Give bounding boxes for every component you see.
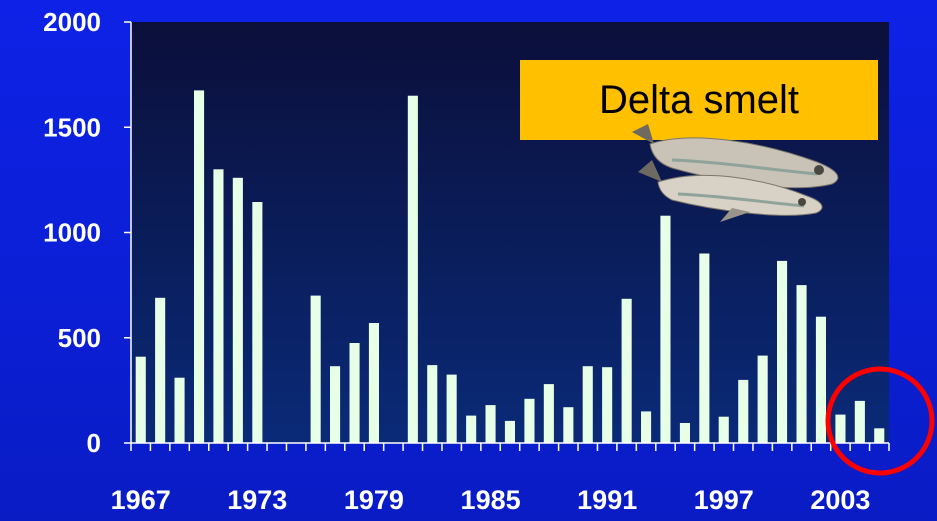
bar-1973 xyxy=(252,202,263,443)
bar-1985 xyxy=(485,405,496,443)
x-tick-label: 1985 xyxy=(461,485,521,515)
bar-1997 xyxy=(718,416,729,443)
bar-1993 xyxy=(641,411,652,443)
bar-1979 xyxy=(368,323,379,443)
bar-1994 xyxy=(660,215,671,443)
bar-1987 xyxy=(524,398,535,443)
bar-1988 xyxy=(543,384,554,443)
x-tick-label: 2003 xyxy=(810,485,870,515)
bar-1995 xyxy=(679,423,690,443)
bar-2000 xyxy=(777,260,788,443)
bar-2003 xyxy=(835,414,846,443)
y-tick-label: 0 xyxy=(87,428,101,458)
bar-2001 xyxy=(796,285,807,443)
bar-1978 xyxy=(349,343,360,443)
bar-2002 xyxy=(815,316,826,443)
bar-2004 xyxy=(854,400,865,443)
bar-1986 xyxy=(504,420,515,443)
bar-1976 xyxy=(310,295,321,443)
bar-1992 xyxy=(621,298,632,443)
bar-1990 xyxy=(582,366,593,443)
species-label: Delta smelt xyxy=(520,60,878,140)
bar-2005 xyxy=(874,428,885,443)
y-tick-label: 500 xyxy=(58,323,101,353)
bar-1983 xyxy=(446,374,457,443)
x-tick-label: 1997 xyxy=(694,485,754,515)
bar-1981 xyxy=(407,95,418,443)
bar-1968 xyxy=(155,297,166,443)
bar-1969 xyxy=(174,377,185,443)
bar-1971 xyxy=(213,169,224,444)
bar-1977 xyxy=(330,366,341,443)
x-tick-label: 1973 xyxy=(227,485,287,515)
x-tick-label: 1979 xyxy=(344,485,404,515)
bar-1998 xyxy=(738,379,749,443)
bar-1972 xyxy=(232,177,243,444)
bar-1989 xyxy=(563,407,574,443)
x-tick-label: 1967 xyxy=(111,485,171,515)
bar-1984 xyxy=(466,415,477,443)
bar-1970 xyxy=(194,90,205,444)
x-tick-label: 1991 xyxy=(577,485,637,515)
y-tick-label: 2000 xyxy=(43,7,101,37)
bar-1982 xyxy=(427,365,438,443)
fish-icon xyxy=(632,124,839,222)
y-tick-label: 1500 xyxy=(43,112,101,142)
bar-1996 xyxy=(699,253,710,443)
bar-1999 xyxy=(757,355,768,443)
y-tick-label: 1000 xyxy=(43,218,101,248)
highlight-circle xyxy=(825,366,935,476)
bar-1967 xyxy=(135,356,146,443)
bar-1991 xyxy=(602,367,613,443)
